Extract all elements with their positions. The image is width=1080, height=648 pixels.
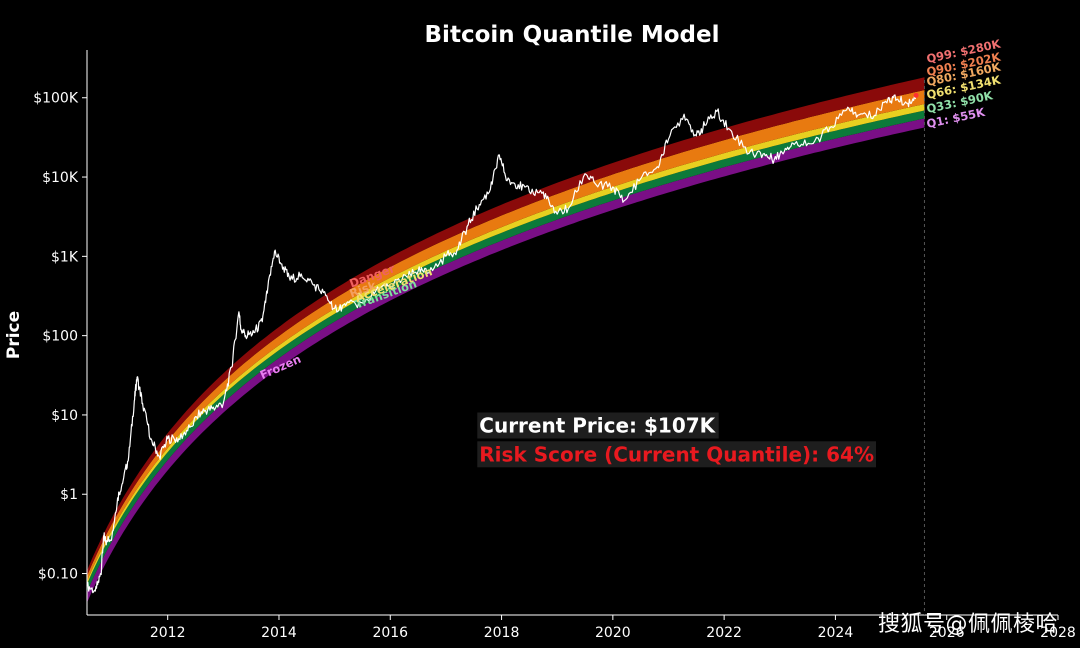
y-tick-label: $1 xyxy=(60,487,78,503)
x-tick-label: 2016 xyxy=(372,625,408,641)
x-tick-label: 2014 xyxy=(261,625,297,641)
x-tick-label: 2012 xyxy=(150,625,186,641)
x-tick-label: 2020 xyxy=(595,625,631,641)
axes-layer: $0.10 $1 $10 $100 $1K $10K $100K 2012 2014 2016 20… xyxy=(33,50,1076,641)
band-transition xyxy=(87,110,925,592)
x-tick-label: 2028 xyxy=(1040,625,1076,641)
watermark-text: 搜狐号@佩佩棱哈 xyxy=(877,612,1058,637)
y-tick-label: $100 xyxy=(42,329,78,345)
y-tick-label: $1K xyxy=(51,249,79,265)
price-series-line xyxy=(86,94,917,594)
annotation-layer: Current Price: $107K Risk Score (Current … xyxy=(477,412,876,468)
y-axis-label: Price xyxy=(4,311,24,359)
price-layer xyxy=(86,92,919,594)
y-tick-label: $100K xyxy=(33,91,79,107)
risk-score-annotation: Risk Score (Current Quantile): 64% xyxy=(479,442,874,466)
current-price-annotation: Current Price: $107K xyxy=(479,414,716,438)
band-risk xyxy=(87,90,925,581)
x-tick-label: 2018 xyxy=(484,625,520,641)
band-frozen xyxy=(87,118,925,603)
current-price-dot xyxy=(913,92,919,98)
y-tick-label: $10 xyxy=(51,408,78,424)
x-tick-label: 2022 xyxy=(706,625,742,641)
chart-title: Bitcoin Quantile Model xyxy=(425,22,720,48)
risk-score-annotation-bg xyxy=(477,441,876,468)
current-price-annotation-bg xyxy=(477,412,719,439)
y-tick-label: $10K xyxy=(42,170,79,186)
x-tick-label: 2026 xyxy=(929,625,965,641)
y-tick-label: $0.10 xyxy=(38,567,78,583)
x-tick-label: 2024 xyxy=(818,625,854,641)
bands-layer xyxy=(87,77,925,603)
